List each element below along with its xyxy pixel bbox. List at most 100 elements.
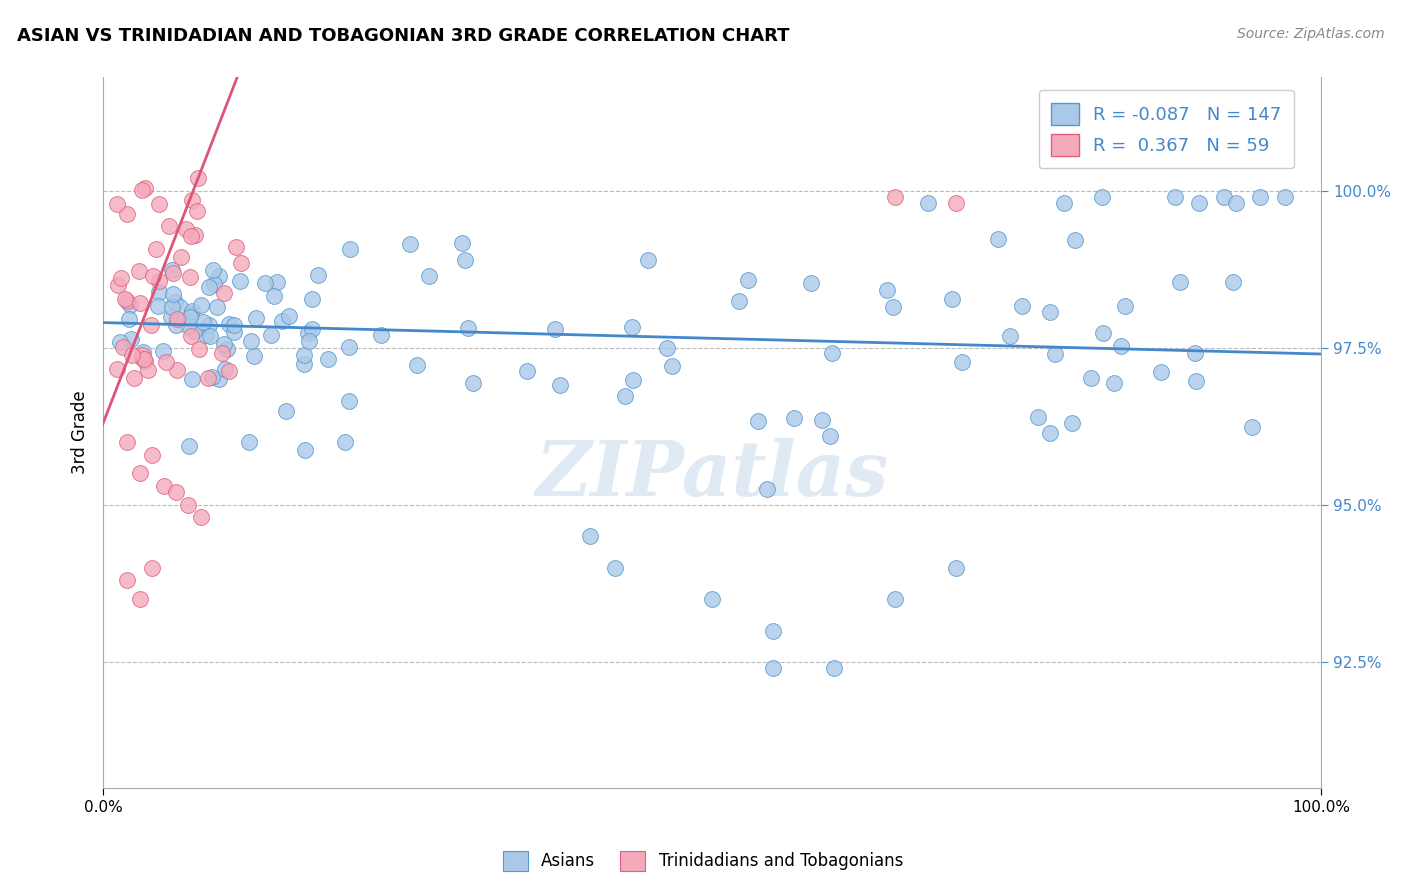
Point bbox=[128, 592, 150, 607]
Point bbox=[131, 348, 153, 362]
Point bbox=[183, 227, 205, 242]
Point bbox=[398, 237, 420, 252]
Point bbox=[945, 196, 967, 211]
Point bbox=[245, 311, 267, 326]
Point bbox=[183, 324, 205, 338]
Point bbox=[405, 358, 427, 372]
Point bbox=[579, 529, 602, 543]
Text: ASIAN VS TRINIDADIAN AND TOBAGONIAN 3RD GRADE CORRELATION CHART: ASIAN VS TRINIDADIAN AND TOBAGONIAN 3RD … bbox=[17, 27, 789, 45]
Point bbox=[202, 277, 225, 291]
Point bbox=[132, 344, 155, 359]
Point bbox=[170, 250, 193, 264]
Point bbox=[153, 479, 176, 493]
Point bbox=[124, 371, 146, 385]
Legend: R = -0.087   N = 147, R =  0.367   N = 59: R = -0.087 N = 147, R = 0.367 N = 59 bbox=[1039, 90, 1294, 169]
Point bbox=[105, 196, 128, 211]
Point bbox=[655, 341, 678, 355]
Point bbox=[274, 403, 297, 417]
Point bbox=[212, 337, 235, 351]
Point bbox=[146, 299, 169, 313]
Legend: Asians, Trinidadians and Tobagonians: Asians, Trinidadians and Tobagonians bbox=[495, 842, 911, 880]
Point bbox=[1063, 234, 1085, 248]
Point bbox=[747, 414, 769, 428]
Point bbox=[218, 317, 240, 331]
Point bbox=[461, 376, 484, 391]
Point bbox=[263, 289, 285, 303]
Point bbox=[129, 295, 152, 310]
Point bbox=[702, 592, 724, 607]
Point bbox=[1011, 299, 1033, 313]
Point bbox=[177, 498, 200, 512]
Point bbox=[138, 362, 160, 376]
Point bbox=[181, 372, 204, 386]
Point bbox=[141, 448, 163, 462]
Point bbox=[180, 193, 202, 207]
Point bbox=[190, 510, 212, 524]
Point bbox=[165, 318, 187, 332]
Point bbox=[301, 292, 323, 306]
Point bbox=[215, 342, 238, 356]
Point bbox=[141, 560, 163, 574]
Point bbox=[231, 256, 253, 270]
Point bbox=[157, 219, 180, 233]
Point bbox=[163, 295, 186, 310]
Point bbox=[1053, 196, 1076, 211]
Point bbox=[191, 315, 214, 329]
Point bbox=[277, 309, 299, 323]
Point bbox=[810, 413, 832, 427]
Point bbox=[110, 270, 132, 285]
Point bbox=[107, 277, 129, 292]
Point bbox=[292, 348, 315, 362]
Point bbox=[169, 301, 191, 315]
Point bbox=[1039, 426, 1062, 441]
Point bbox=[1249, 190, 1271, 204]
Point bbox=[212, 286, 235, 301]
Point bbox=[197, 371, 219, 385]
Point bbox=[1222, 275, 1244, 289]
Point bbox=[208, 372, 231, 386]
Point bbox=[121, 348, 143, 362]
Point bbox=[165, 485, 187, 500]
Point bbox=[110, 334, 132, 349]
Point bbox=[1274, 190, 1296, 204]
Point bbox=[1241, 420, 1264, 434]
Point bbox=[917, 196, 939, 211]
Point bbox=[1043, 347, 1066, 361]
Point bbox=[1185, 374, 1208, 388]
Point bbox=[222, 325, 245, 339]
Point bbox=[800, 277, 823, 291]
Point bbox=[111, 340, 134, 354]
Point bbox=[240, 334, 263, 348]
Point bbox=[141, 318, 163, 333]
Point bbox=[544, 322, 567, 336]
Point bbox=[162, 300, 184, 314]
Point bbox=[152, 343, 174, 358]
Point bbox=[882, 300, 904, 314]
Point bbox=[228, 274, 250, 288]
Point bbox=[550, 377, 572, 392]
Point bbox=[457, 320, 479, 334]
Point bbox=[134, 353, 156, 368]
Point bbox=[107, 361, 129, 376]
Point bbox=[298, 334, 321, 349]
Point bbox=[198, 318, 221, 332]
Point bbox=[162, 286, 184, 301]
Point bbox=[128, 467, 150, 481]
Point bbox=[120, 298, 142, 312]
Point bbox=[225, 240, 247, 254]
Point bbox=[883, 190, 905, 204]
Point bbox=[211, 346, 233, 360]
Point bbox=[201, 370, 224, 384]
Point bbox=[950, 354, 973, 368]
Point bbox=[1184, 346, 1206, 360]
Point bbox=[1092, 326, 1115, 340]
Point bbox=[205, 300, 228, 314]
Point bbox=[188, 342, 211, 356]
Point bbox=[117, 574, 139, 588]
Point bbox=[339, 242, 361, 256]
Point bbox=[200, 329, 222, 343]
Point bbox=[131, 184, 153, 198]
Point bbox=[783, 410, 806, 425]
Point bbox=[1091, 190, 1114, 204]
Point bbox=[162, 266, 184, 280]
